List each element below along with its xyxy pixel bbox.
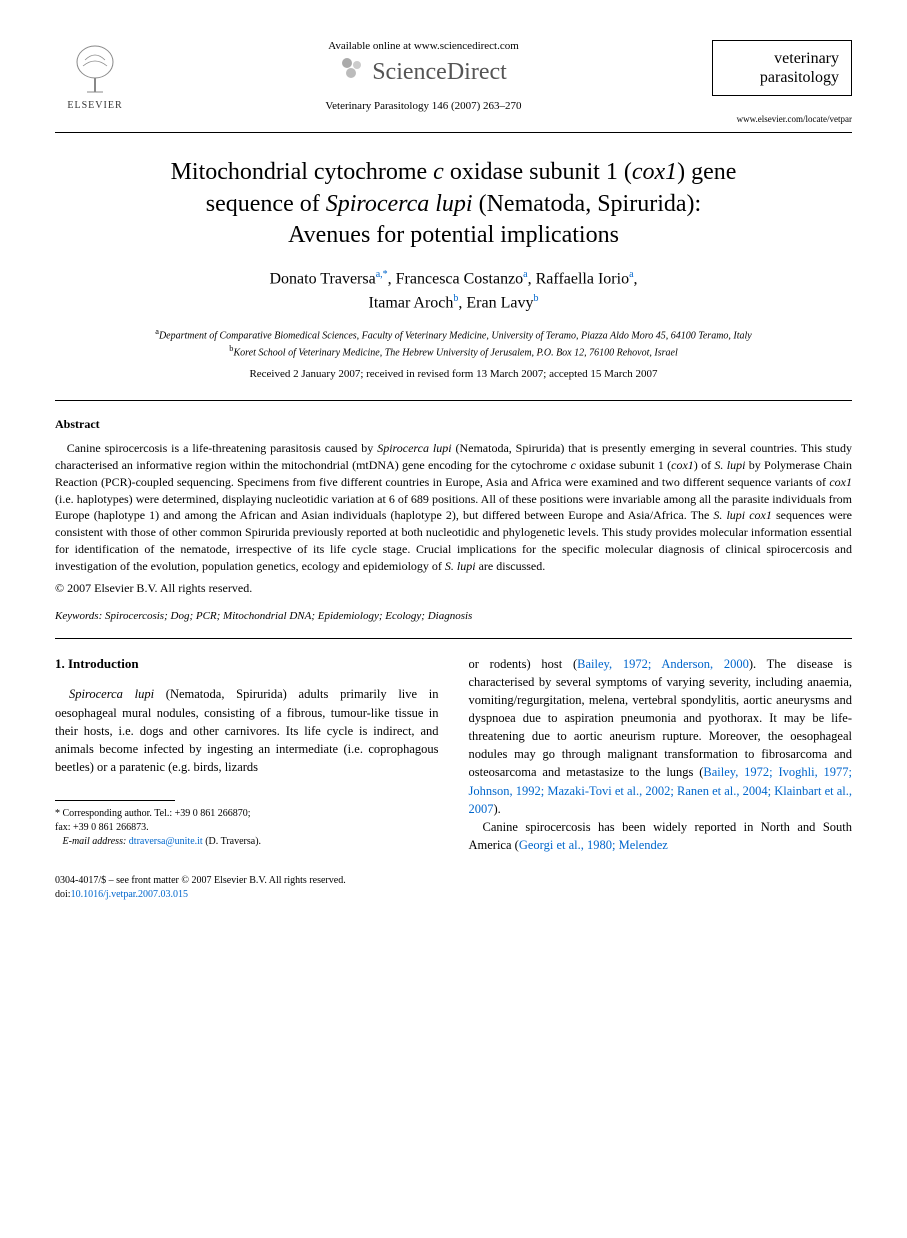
keywords: Keywords: Spirocercosis; Dog; PCR; Mitoc…: [55, 610, 852, 622]
body-columns: 1. Introduction Spirocerca lupi (Nematod…: [55, 655, 852, 854]
page-header: ELSEVIER Available online at www.science…: [55, 40, 852, 133]
sciencedirect-logo: ScienceDirect: [155, 56, 692, 88]
author-2-affil[interactable]: a: [523, 269, 527, 280]
journal-name-line1: veterinary: [725, 49, 839, 68]
abstract-body: Canine spirocercosis is a life-threateni…: [55, 440, 852, 574]
elsevier-tree-icon: [65, 40, 125, 100]
article-title: Mitochondrial cytochrome c oxidase subun…: [55, 157, 852, 251]
ref-link[interactable]: Bailey, 1972; Anderson, 2000: [577, 657, 749, 671]
footer-doi-line: doi:10.1016/j.vetpar.2007.03.015: [55, 888, 852, 902]
keywords-label: Keywords:: [55, 610, 102, 622]
corresponding-footnote: * Corresponding author. Tel.: +39 0 861 …: [55, 807, 439, 849]
sciencedirect-text: ScienceDirect: [372, 59, 507, 86]
email-link[interactable]: dtraversa@unite.it: [129, 836, 203, 847]
author-3: Raffaella Iorio: [536, 270, 629, 287]
column-right: or rodents) host (Bailey, 1972; Anderson…: [469, 655, 853, 854]
author-1-corr[interactable]: *: [383, 269, 388, 280]
page-footer: 0304-4017/$ – see front matter © 2007 El…: [55, 874, 852, 902]
center-header: Available online at www.sciencedirect.co…: [135, 40, 712, 112]
intro-para-2: Canine spirocercosis has been widely rep…: [469, 818, 853, 854]
footer-copyright: 0304-4017/$ – see front matter © 2007 El…: [55, 874, 852, 888]
sciencedirect-icon: [340, 56, 366, 88]
journal-name-line2: parasitology: [725, 68, 839, 87]
author-5: Eran Lavy: [466, 295, 533, 312]
email-label: E-mail address:: [63, 836, 127, 847]
author-2: Francesca Costanzo: [396, 270, 524, 287]
author-1-affil[interactable]: a,: [376, 269, 383, 280]
intro-heading: 1. Introduction: [55, 655, 439, 674]
divider: [55, 638, 852, 639]
author-4-affil[interactable]: b: [453, 293, 458, 304]
corr-tel: * Corresponding author. Tel.: +39 0 861 …: [55, 807, 439, 821]
elsevier-label: ELSEVIER: [67, 100, 122, 111]
author-4: Itamar Aroch: [369, 295, 454, 312]
journal-reference: Veterinary Parasitology 146 (2007) 263–2…: [155, 100, 692, 112]
ref-link[interactable]: Georgi et al., 1980; Melendez: [519, 838, 668, 852]
journal-box-wrapper: veterinary parasitology www.elsevier.com…: [712, 40, 852, 124]
affil-a-text: Department of Comparative Biomedical Sci…: [159, 330, 752, 341]
doi-link[interactable]: 10.1016/j.vetpar.2007.03.015: [71, 889, 189, 900]
journal-box: veterinary parasitology: [712, 40, 852, 96]
author-3-affil[interactable]: a: [629, 269, 633, 280]
journal-url: www.elsevier.com/locate/vetpar: [712, 114, 852, 124]
divider: [55, 400, 852, 401]
corr-email-line: E-mail address: dtraversa@unite.it (D. T…: [55, 835, 439, 849]
keywords-text: Spirocercosis; Dog; PCR; Mitochondrial D…: [102, 610, 472, 622]
article-dates: Received 2 January 2007; received in rev…: [55, 368, 852, 380]
intro-para-1-cont: or rodents) host (Bailey, 1972; Anderson…: [469, 655, 853, 818]
abstract-copyright: © 2007 Elsevier B.V. All rights reserved…: [55, 581, 852, 596]
corr-fax: fax: +39 0 861 266873.: [55, 821, 439, 835]
intro-para-1: Spirocerca lupi (Nematoda, Spirurida) ad…: [55, 685, 439, 776]
email-suffix: (D. Traversa).: [203, 836, 261, 847]
author-1: Donato Traversa: [269, 270, 375, 287]
elsevier-logo: ELSEVIER: [55, 40, 135, 111]
footnote-separator: [55, 800, 175, 801]
authors-list: Donato Traversaa,*, Francesca Costanzoa,…: [55, 267, 852, 316]
available-online-text: Available online at www.sciencedirect.co…: [155, 40, 692, 52]
affil-b-text: Koret School of Veterinary Medicine, The…: [233, 347, 677, 358]
affiliations: aDepartment of Comparative Biomedical Sc…: [55, 326, 852, 361]
abstract-heading: Abstract: [55, 417, 852, 432]
doi-label: doi:: [55, 889, 71, 900]
author-5-affil[interactable]: b: [533, 293, 538, 304]
column-left: 1. Introduction Spirocerca lupi (Nematod…: [55, 655, 439, 854]
